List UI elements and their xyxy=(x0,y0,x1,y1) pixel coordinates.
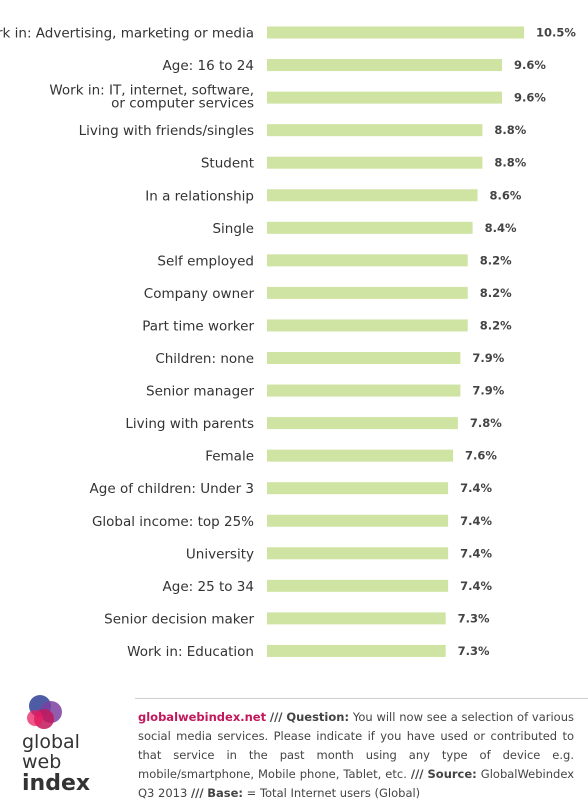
bar xyxy=(267,384,461,397)
value-label: 8.8% xyxy=(494,123,526,137)
globalwebindex-logo: global web index xyxy=(22,695,90,796)
value-label: 7.9% xyxy=(472,384,504,398)
value-label: 8.2% xyxy=(480,286,512,300)
footer-source-label: Source: xyxy=(427,767,477,781)
category-label: Self employed xyxy=(157,253,254,269)
value-label: 8.2% xyxy=(480,253,512,267)
category-label: Single xyxy=(212,221,254,237)
category-label: Age: 25 to 34 xyxy=(163,579,254,595)
value-label: 8.6% xyxy=(489,188,521,202)
value-label: 8.2% xyxy=(480,318,512,332)
value-label: 10.5% xyxy=(536,26,576,40)
bar xyxy=(267,124,483,137)
bar xyxy=(267,26,524,39)
bar xyxy=(267,612,446,625)
bar xyxy=(267,547,449,560)
value-label: 7.3% xyxy=(458,611,490,625)
footer-sep: /// xyxy=(410,767,424,781)
value-label: 7.8% xyxy=(470,416,502,430)
bar xyxy=(267,156,483,169)
bar xyxy=(267,482,449,495)
bar xyxy=(267,514,449,527)
value-label: 7.4% xyxy=(460,514,492,528)
category-label: Living with parents xyxy=(125,416,254,432)
category-label: Student xyxy=(201,156,254,172)
bar xyxy=(267,579,449,592)
value-label: 9.6% xyxy=(514,58,546,72)
bar xyxy=(267,644,446,657)
value-label: 7.4% xyxy=(460,546,492,560)
category-label: Age of children: Under 3 xyxy=(90,481,254,497)
category-label: In a relationship xyxy=(145,188,254,204)
bar-chart: Work in: Advertising, marketing or media… xyxy=(0,26,576,660)
category-label: Work in: Education xyxy=(127,644,254,660)
value-label: 7.4% xyxy=(460,579,492,593)
footer-source-text: GlobalWebindex Q3 2013 xyxy=(138,767,575,800)
category-label: Company owner xyxy=(144,286,255,302)
category-label: Living with friends/singles xyxy=(79,123,254,139)
category-label: Work in: IT, internet, software, or compu… xyxy=(49,83,254,112)
value-label: 9.6% xyxy=(514,91,546,105)
value-label: 7.9% xyxy=(472,351,504,365)
logo-text-web: web xyxy=(22,751,61,773)
footer-sep: /// xyxy=(269,710,283,724)
footer-base-label: Base: xyxy=(207,786,243,800)
footer-sep: /// xyxy=(190,786,204,800)
logo-text-index: index xyxy=(22,771,90,796)
value-label: 7.6% xyxy=(465,449,497,463)
footer-note: globalwebindex.net /// Question: You wil… xyxy=(138,708,574,803)
bar xyxy=(267,417,458,430)
category-label: University xyxy=(186,546,254,562)
value-label: 7.3% xyxy=(458,644,490,658)
bar xyxy=(267,286,468,299)
bar xyxy=(267,91,502,104)
logo-circle-pink xyxy=(27,710,43,726)
bar xyxy=(267,352,461,364)
footer-site-link[interactable]: globalwebindex.net xyxy=(138,710,267,724)
category-label: Work in: Advertising, marketing or media xyxy=(0,26,254,42)
footer-question-text: You will now see a selection of various … xyxy=(138,710,575,781)
category-label: Global income: top 25% xyxy=(92,514,254,530)
footer-divider xyxy=(135,698,588,699)
category-label: Senior decision maker xyxy=(104,611,254,627)
footer-base-text: = Total Internet users (Global) xyxy=(246,786,421,800)
bar xyxy=(267,189,478,202)
logo-text-global: global xyxy=(22,731,80,753)
bar xyxy=(267,449,454,462)
category-label: Female xyxy=(205,449,254,465)
category-label: Part time worker xyxy=(142,318,254,334)
value-label: 8.4% xyxy=(485,221,517,235)
category-label: Senior manager xyxy=(146,384,254,400)
footer-question-label: Question: xyxy=(286,710,350,724)
category-label: Children: none xyxy=(155,351,254,367)
bar xyxy=(267,254,468,267)
bar xyxy=(267,221,473,234)
bar xyxy=(267,59,502,72)
bar xyxy=(267,319,468,332)
value-label: 7.4% xyxy=(460,481,492,495)
category-label: Age: 16 to 24 xyxy=(163,58,254,74)
value-label: 8.8% xyxy=(494,156,526,170)
